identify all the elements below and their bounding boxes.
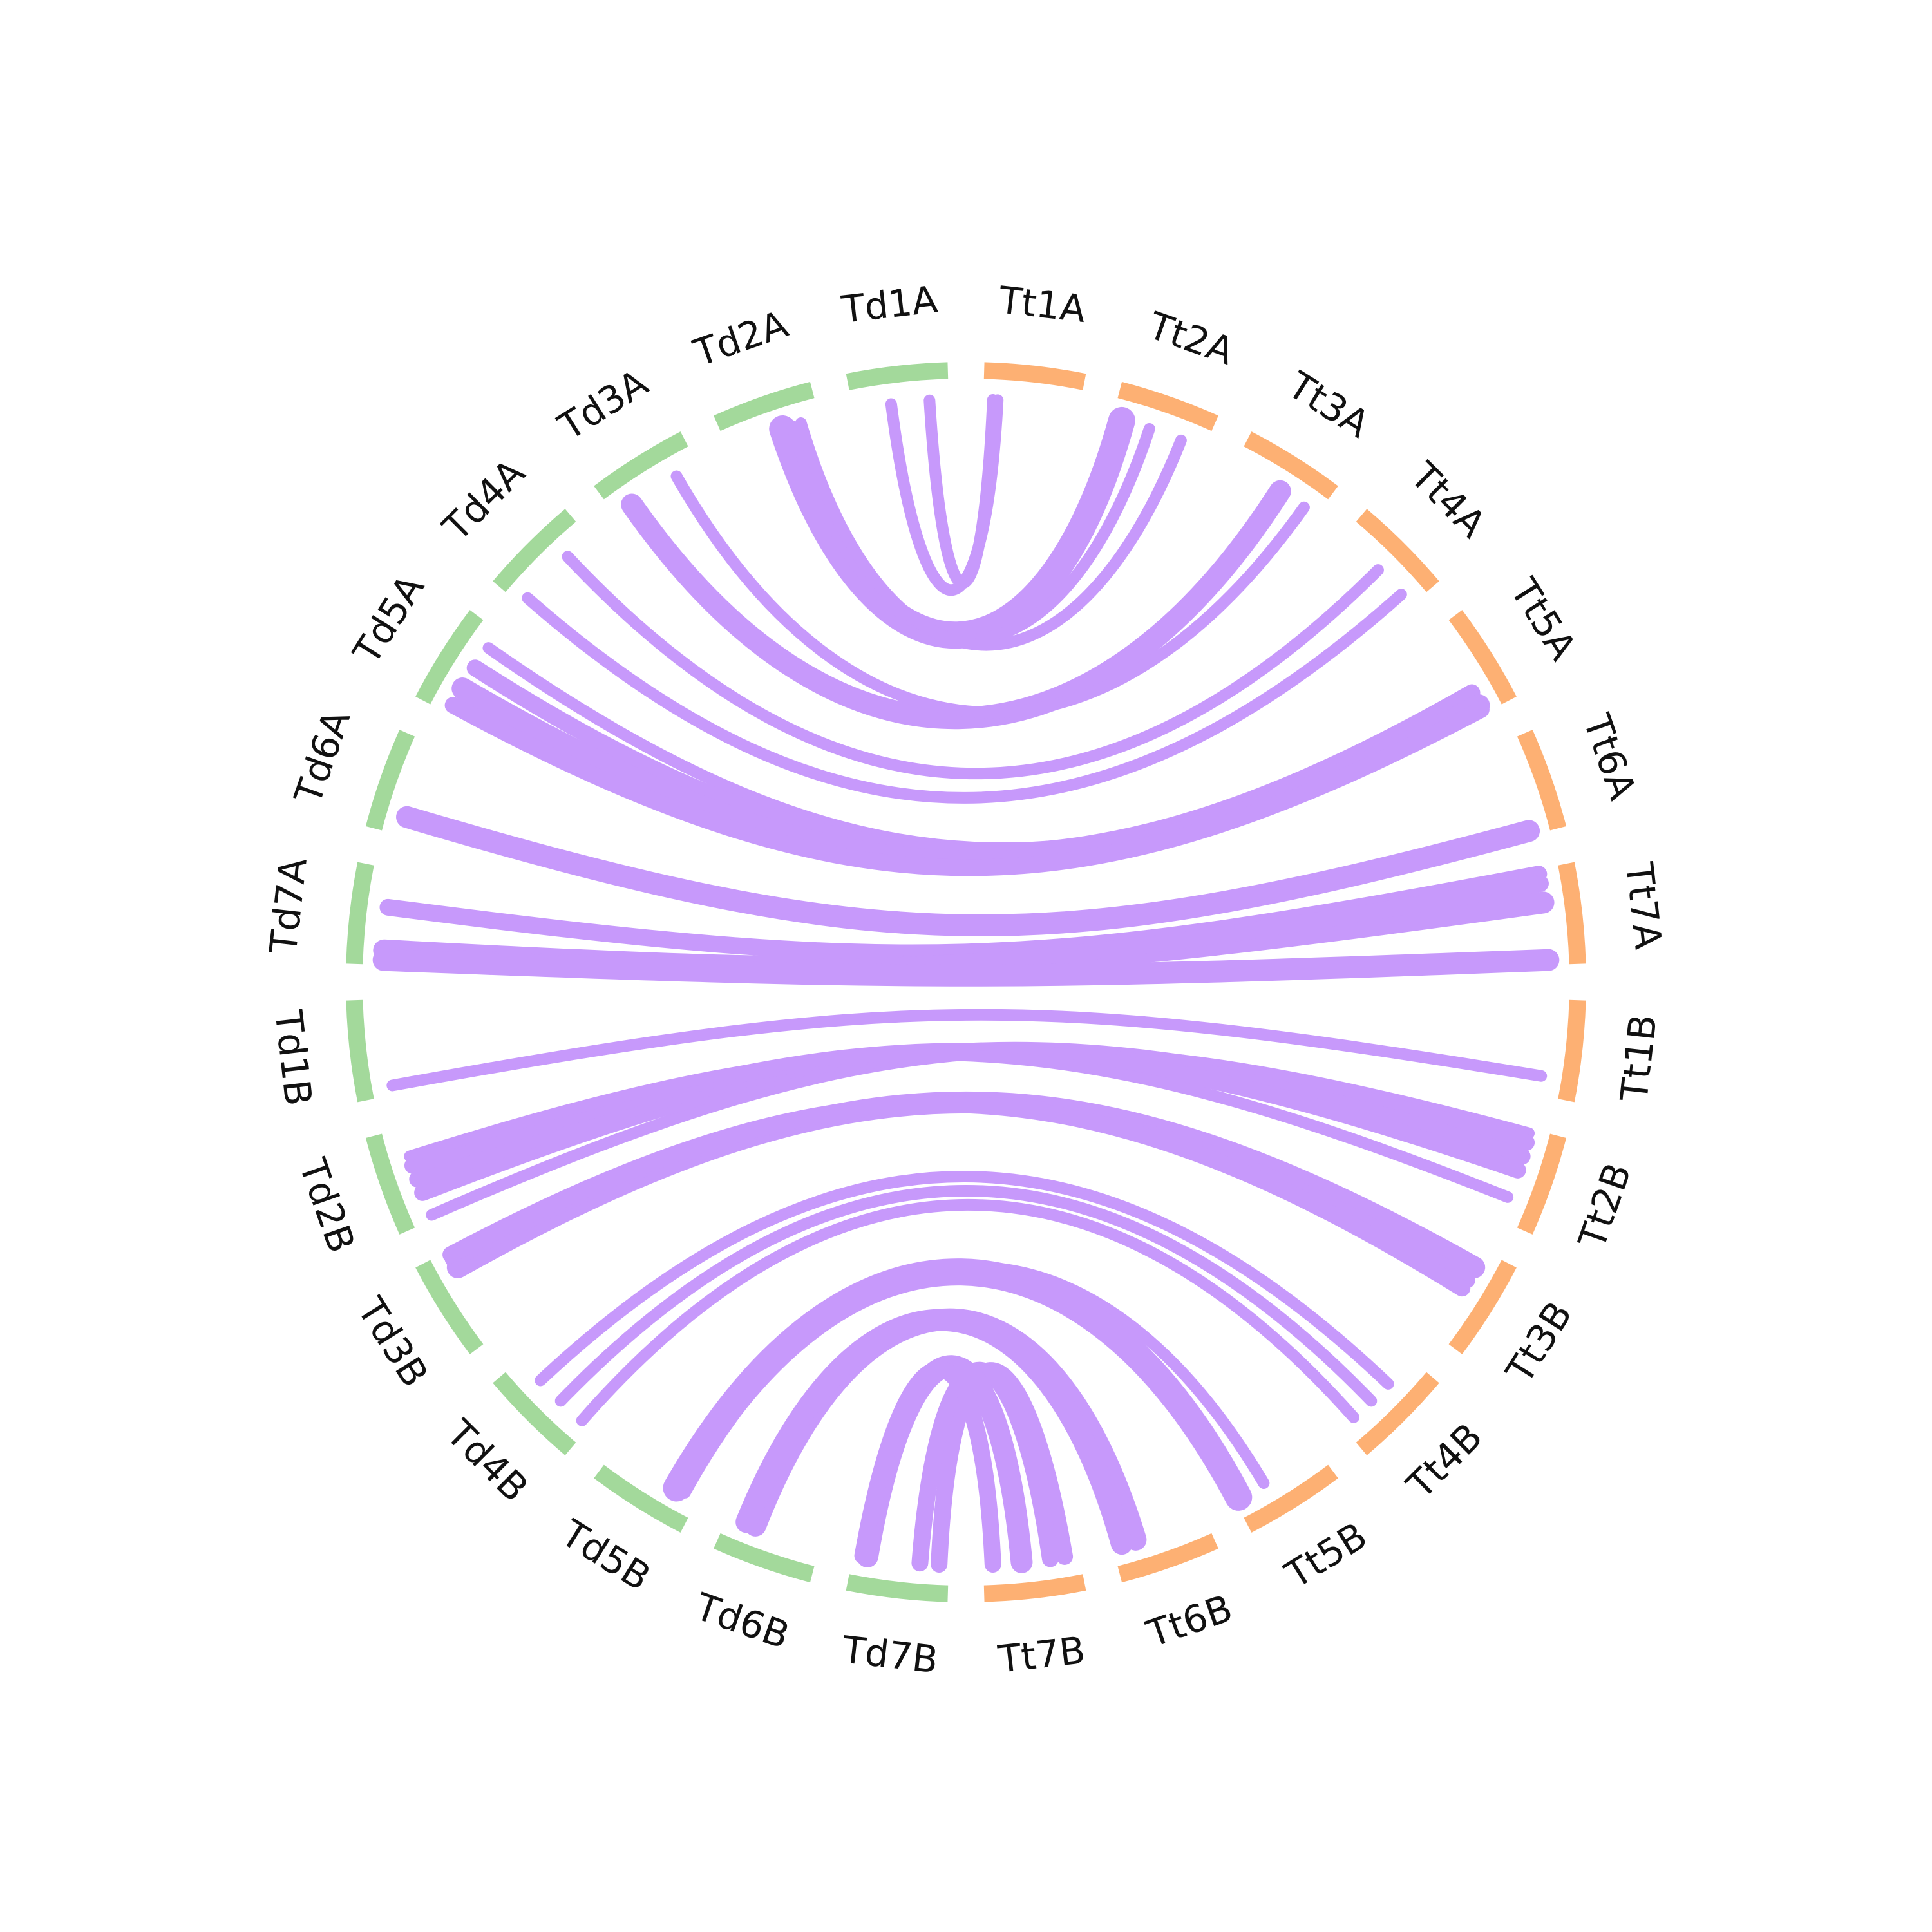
chromosome-label-td7b: Td7B [840,1627,941,1681]
chromosome-arc-tt4b [1356,1372,1439,1455]
chromosome-label-td5a: Td5A [345,567,433,672]
chromosome-label-tt6a: Tt6A [1575,708,1645,806]
chromosome-label-td3a: Td3A [551,361,656,449]
chromosome-arc-tt7a [1558,862,1586,965]
chromosome-arc-tt5b [1244,1464,1338,1533]
synteny-link-td2b-tt2b [404,1048,1514,1203]
chromosome-arc-td1b [346,999,374,1103]
synteny-link-td3b-tt3b [442,1095,1471,1297]
chromosome-arc-tt3a [1244,431,1338,500]
synteny-link-td4b-tt4b [535,1171,1394,1390]
chromosome-arc-td2b [365,1133,415,1235]
chromosome-arc-td6a [365,730,415,831]
chromosome-arc-td1a [846,362,949,390]
chromosome-label-tt3a: Tt3A [1280,363,1377,446]
chromosome-arc-td5b [594,1464,688,1533]
chromosome-label-td6a: Td6A [286,705,359,810]
chromosome-arc-tt5a [1448,610,1517,705]
chromosome-arc-td4a [493,509,576,592]
synteny-link-td2a-tt2a [795,417,1187,651]
chromosome-label-tt2a: Tt2A [1142,303,1240,374]
chromosome-arc-tt2a [1117,381,1218,431]
chromosome-label-td3b: Td3B [348,1289,437,1394]
chromosome-arc-td2a [714,381,815,431]
chromosome-arcs [346,362,1586,1602]
chromosome-label-td7a: Td7A [261,855,316,956]
chromosome-label-td4b: Td4B [437,1411,536,1510]
chromosome-label-tt7b: Tt7B [996,1628,1088,1681]
chromosome-arc-td7b [846,1574,949,1602]
chromosome-arc-tt6a [1517,730,1567,831]
chromosome-label-td1a: Td1A [839,278,940,332]
synteny-link-td6a-tt6a [396,806,1540,936]
chromosome-arc-tt4a [1356,509,1439,592]
chromosome-arc-td4b [493,1372,576,1455]
chromosome-label-tt6b: Tt6B [1141,1586,1238,1656]
chromosome-label-td2b: Td2B [290,1153,364,1258]
chromosome-label-tt1b: Tt1B [1612,1012,1665,1104]
synteny-link-td4b-tt4b [576,1198,1359,1426]
chromosome-arc-tt3b [1448,1260,1517,1354]
chromosome-label-tt1a: Tt1A [996,278,1088,331]
synteny-link-td7b-tt7b [854,1361,1001,1573]
synteny-link-td7a-tt7a [372,949,1560,987]
synteny-links [372,393,1560,1573]
chromosome-arc-td6b [714,1533,815,1583]
synteny-link-td5b-tt5b [663,1258,1253,1511]
chromosome-arc-tt1a [983,362,1086,390]
synteny-link-td5a-tt5a [466,659,1481,861]
chromosome-label-tt5b: Tt5B [1277,1513,1374,1597]
synteny-link-td6b-tt6b [735,1309,1133,1555]
chromosome-label-td6b: Td6B [689,1584,795,1658]
synteny-link-td3a-tt3a [670,470,1310,719]
synteny-link-td4b-tt4b [554,1185,1378,1407]
synteny-link-td1a-tt1a [885,394,1004,596]
chromosome-label-tt7a: Tt7A [1617,860,1671,952]
synteny-link-td5a-tt5a [444,697,1490,876]
chromosome-arc-tt2b [1517,1133,1567,1235]
synteny-link-td1b-tt1b [386,1009,1548,1092]
chromosome-arc-td5a [415,610,484,705]
chromosome-arc-td3a [594,431,688,500]
chromosome-label-tt4a: Tt4A [1401,453,1494,546]
chromosome-label-tt2b: Tt2B [1569,1157,1640,1255]
chromosome-label-td4a: Td4A [434,450,533,549]
synteny-link-td4a-tt4a [562,551,1384,780]
chromosome-arc-td7a [346,862,374,965]
chromosome-label-tt4b: Tt4B [1398,1415,1491,1508]
chromosome-label-td5b: Td5B [553,1511,658,1599]
chromosome-arc-tt7b [983,1574,1086,1602]
chromosome-arc-tt6b [1117,1533,1218,1583]
chromosome-label-td1b: Td1B [266,1007,320,1108]
synteny-link-td3a-tt3a [621,480,1291,730]
chromosome-label-td2a: Td2A [688,302,793,375]
chromosome-arc-td3b [415,1260,484,1354]
synteny-link-td1a-tt1a [923,393,999,589]
chromosome-arc-tt1b [1558,999,1586,1103]
chromosome-label-tt3b: Tt3B [1497,1294,1581,1391]
synteny-link-td4a-tt4a [522,589,1407,804]
chromosome-label-tt5a: Tt5A [1501,571,1585,668]
